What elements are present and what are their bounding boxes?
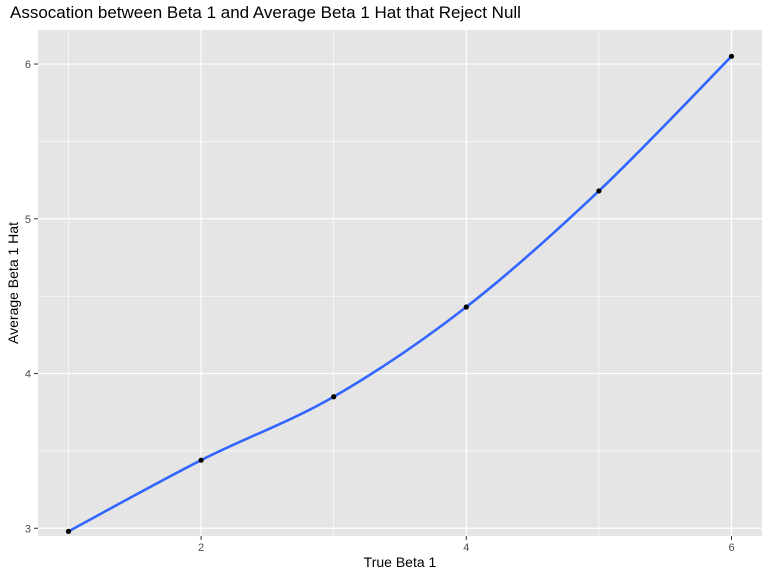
x-tick-label: 2	[198, 542, 204, 554]
data-point	[198, 457, 204, 463]
data-point	[331, 394, 337, 400]
x-tick-label: 4	[463, 542, 469, 554]
data-point	[463, 304, 469, 310]
y-axis: 3 4 5 6	[25, 59, 38, 535]
y-axis-title: Average Beta 1 Hat	[5, 222, 21, 344]
y-tick-label: 5	[25, 214, 31, 226]
chart-title: Assocation between Beta 1 and Average Be…	[10, 3, 521, 22]
data-point	[728, 53, 735, 59]
x-axis-title: True Beta 1	[364, 554, 437, 570]
smooth-line	[67, 55, 733, 533]
data-point	[596, 188, 602, 194]
y-tick-label: 4	[25, 369, 31, 381]
major-gridlines	[38, 30, 762, 536]
minor-gridlines	[38, 30, 762, 536]
y-tick-label: 6	[25, 59, 31, 71]
x-tick-label: 6	[728, 542, 734, 554]
plot-panel	[38, 30, 762, 536]
y-tick-label: 3	[25, 523, 31, 535]
data-point	[65, 528, 72, 534]
data-points	[65, 53, 735, 534]
x-axis: 2 4 6	[198, 536, 735, 554]
